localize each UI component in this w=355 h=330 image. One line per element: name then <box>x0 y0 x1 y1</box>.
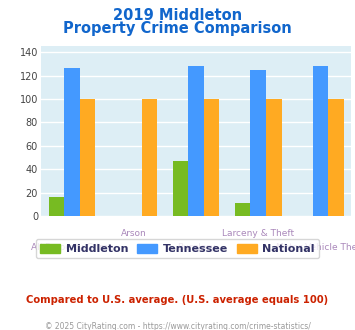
Bar <box>173 161 189 216</box>
Text: Burglary: Burglary <box>177 243 215 252</box>
Bar <box>328 99 344 216</box>
Text: Motor Vehicle Theft: Motor Vehicle Theft <box>277 243 355 252</box>
Text: © 2025 CityRating.com - https://www.cityrating.com/crime-statistics/: © 2025 CityRating.com - https://www.city… <box>45 322 310 330</box>
Bar <box>266 99 282 216</box>
Text: Property Crime Comparison: Property Crime Comparison <box>63 21 292 36</box>
Bar <box>142 99 157 216</box>
Text: 2019 Middleton: 2019 Middleton <box>113 8 242 23</box>
Text: All Property Crime: All Property Crime <box>31 243 113 252</box>
Bar <box>189 66 204 216</box>
Text: Arson: Arson <box>121 229 147 238</box>
Bar <box>64 68 80 216</box>
Bar <box>313 66 328 216</box>
Bar <box>80 99 95 216</box>
Bar <box>204 99 219 216</box>
Bar <box>235 203 251 216</box>
Legend: Middleton, Tennessee, National: Middleton, Tennessee, National <box>36 239 319 258</box>
Text: Larceny & Theft: Larceny & Theft <box>222 229 294 238</box>
Bar <box>251 70 266 216</box>
Bar <box>49 197 64 216</box>
Text: Compared to U.S. average. (U.S. average equals 100): Compared to U.S. average. (U.S. average … <box>26 295 329 305</box>
